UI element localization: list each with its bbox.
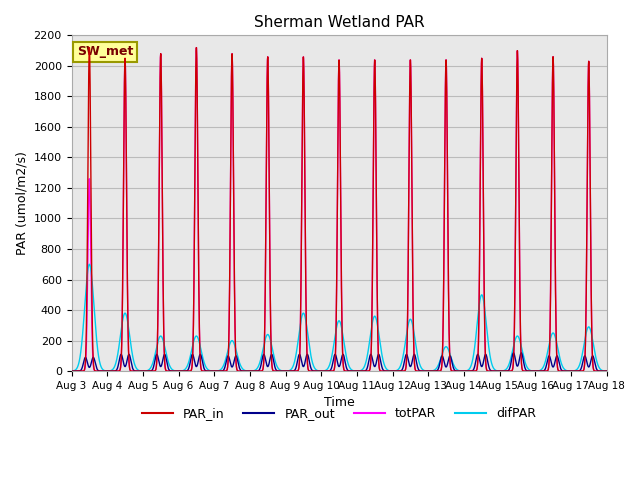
Y-axis label: PAR (umol/m2/s): PAR (umol/m2/s) bbox=[15, 151, 28, 255]
Title: Sherman Wetland PAR: Sherman Wetland PAR bbox=[253, 15, 424, 30]
Legend: PAR_in, PAR_out, totPAR, difPAR: PAR_in, PAR_out, totPAR, difPAR bbox=[136, 402, 541, 425]
X-axis label: Time: Time bbox=[324, 396, 355, 409]
Text: SW_met: SW_met bbox=[77, 46, 133, 59]
